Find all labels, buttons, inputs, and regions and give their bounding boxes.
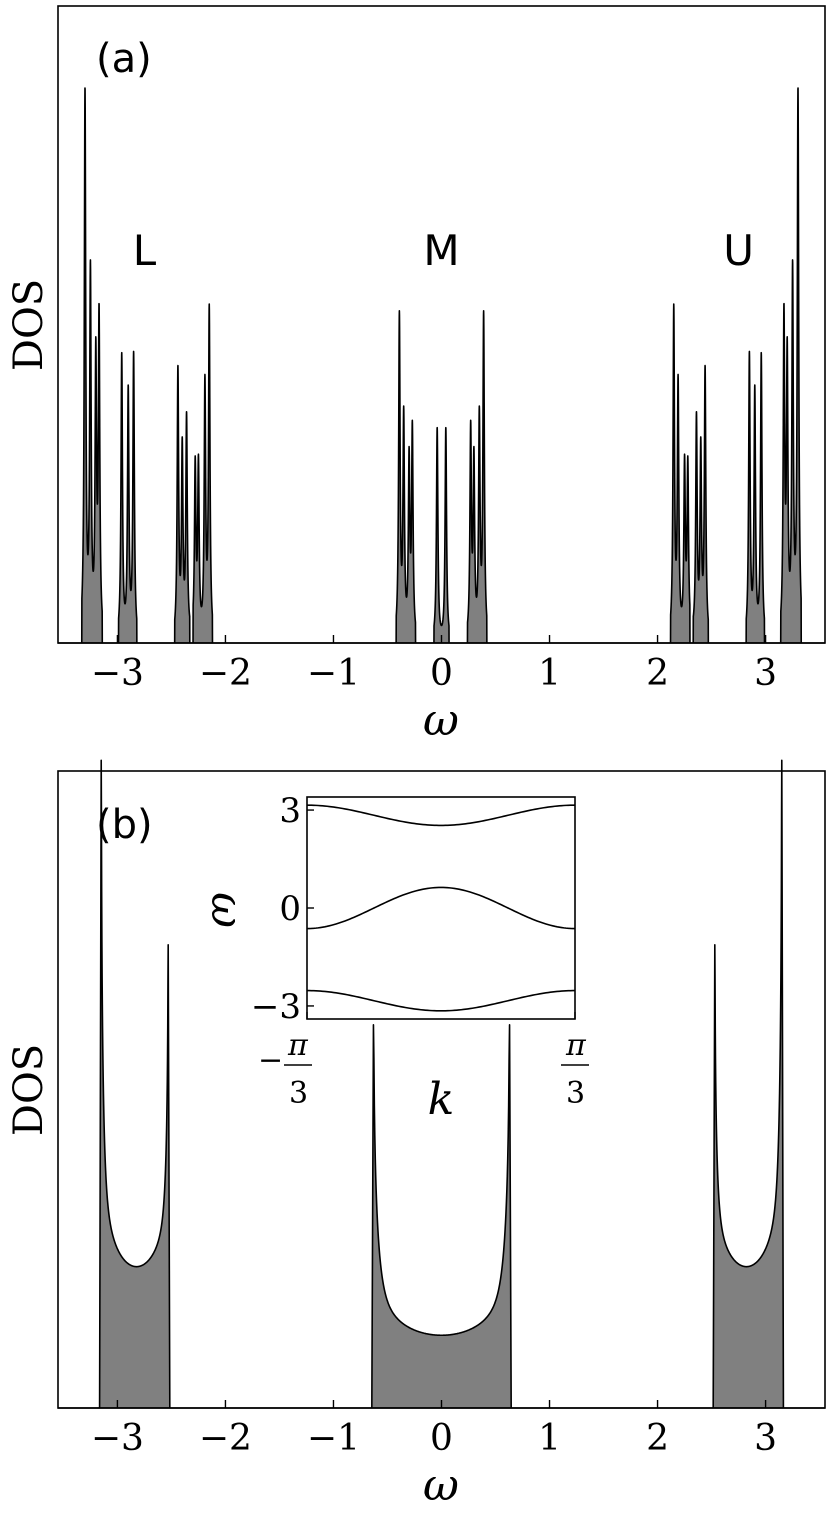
dos-a-band-3-line	[192, 303, 214, 644]
x-tick-label: 0	[430, 653, 453, 694]
inset-xtick-right: π 3	[561, 1012, 589, 1111]
inset-y-axis-title: ω	[201, 892, 252, 928]
inset-y-tick-label: 3	[279, 791, 301, 831]
inset-x-axis-title: k	[428, 1074, 455, 1125]
panel-b-y-axis-title: DOS	[6, 1044, 52, 1136]
inset-y-tick-label: 0	[279, 889, 301, 929]
band-label-upper: U	[723, 226, 754, 275]
panel-b-x-axis-title: ω	[423, 1460, 459, 1511]
inset-band-curve-2	[306, 989, 576, 1012]
dos-b-band-0-line	[98, 759, 171, 1409]
panel-a-label: (a)	[96, 36, 152, 82]
x-tick-label: 1	[538, 653, 561, 694]
x-tick-label: 0	[430, 1418, 453, 1459]
inset-xtick-left: − π 3	[258, 1012, 312, 1111]
panel-b-dos-curves	[58, 759, 825, 1409]
dos-a-band-0-line	[80, 87, 104, 644]
inset-xtick-left-minus: −	[258, 1043, 283, 1078]
dos-b-band-2-fill	[713, 760, 784, 1408]
panel-b-x-axis: −3 −2 −1 0 1 2 3	[91, 1400, 777, 1459]
inset-dispersion-curves	[306, 804, 576, 1012]
x-tick-label: 2	[646, 1418, 669, 1459]
dos-b-band-1-fill	[371, 1024, 512, 1408]
panel-a-y-axis-title: DOS	[6, 279, 52, 371]
dos-a-band-5-line	[433, 426, 450, 644]
panel-a: −3 −2 −1 0 1 2 3 (a) L M U DOS ω	[6, 5, 826, 746]
x-tick-label: −1	[307, 653, 360, 694]
x-tick-label: 1	[538, 1418, 561, 1459]
x-tick-label: 3	[754, 1418, 777, 1459]
dos-b-band-1-line	[371, 1024, 512, 1409]
panel-a-x-axis-title: ω	[423, 695, 459, 746]
dos-a-band-1-line	[117, 350, 138, 644]
panel-a-x-axis: −3 −2 −1 0 1 2 3	[91, 635, 777, 694]
inset-xtick-left-denominator: 3	[289, 1076, 308, 1111]
x-tick-label: −3	[91, 653, 144, 694]
band-label-middle: M	[423, 226, 459, 275]
band-label-lower: L	[133, 226, 157, 275]
inset-xtick-right-numerator: π	[565, 1028, 587, 1063]
dos-a-band-2-line	[173, 364, 191, 644]
x-tick-label: −1	[307, 1418, 360, 1459]
inset-band-curve-1	[306, 886, 576, 930]
dos-a-band-5-fill	[433, 427, 450, 643]
dos-a-band-8-line	[692, 364, 710, 644]
inset-band-curve-0	[306, 804, 576, 827]
panel-a-frame	[57, 5, 826, 644]
dos-b-band-0-fill	[99, 760, 170, 1408]
dos-a-band-7-line	[669, 303, 691, 644]
inset-y-axis: −3 0 3	[251, 791, 314, 1027]
inset-xtick-left-numerator: π	[287, 1028, 309, 1063]
dos-a-band-4-line	[395, 309, 417, 644]
panel-b: −3 −2 −1 0 1 2 3 (b) DOS ω −303 ω k − π 3 π 3	[6, 759, 826, 1511]
x-tick-label: 3	[754, 653, 777, 694]
x-tick-label: −3	[91, 1418, 144, 1459]
x-tick-label: −2	[199, 1418, 252, 1459]
panel-b-label: (b)	[96, 802, 153, 848]
dos-b-band-2-line	[712, 759, 785, 1409]
dos-a-band-10-line	[779, 87, 803, 644]
dos-a-band-9-line	[745, 350, 766, 644]
inset-xtick-right-denominator: 3	[566, 1076, 585, 1111]
inset-y-tick-label: −3	[251, 987, 301, 1027]
inset-background	[307, 797, 575, 1019]
dispersion-inset: −303 ω k − π 3 π 3	[201, 791, 589, 1125]
x-tick-label: −2	[199, 653, 252, 694]
panel-a-dos-curves	[58, 87, 825, 644]
dos-a-band-6-line	[466, 309, 488, 644]
x-tick-label: 2	[646, 653, 669, 694]
